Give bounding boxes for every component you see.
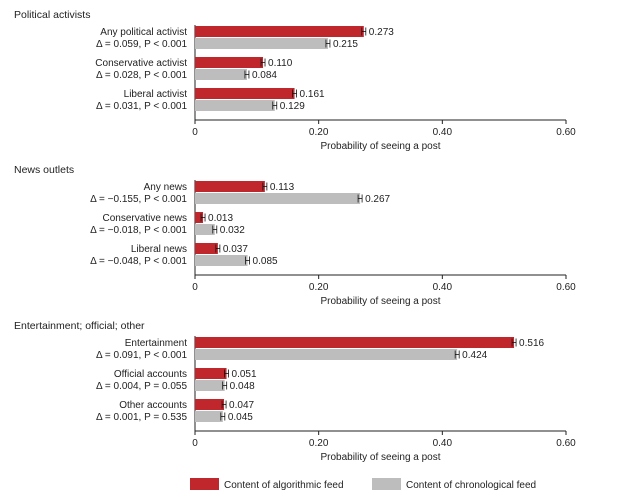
x-tick-label: 0 — [192, 438, 198, 449]
value-label-chronological: 0.048 — [230, 381, 255, 392]
bar-chronological — [195, 224, 215, 235]
x-tick-label: 0.20 — [309, 282, 329, 293]
stats-label: Δ = −0.155, P < 0.001 — [90, 194, 187, 205]
stats-label: Δ = −0.048, P < 0.001 — [90, 256, 187, 267]
x-tick-label: 0.60 — [556, 127, 576, 138]
category-label: Any news — [144, 182, 187, 193]
value-label-chronological: 0.045 — [228, 412, 253, 423]
value-label-algorithmic: 0.113 — [270, 182, 295, 193]
bar-chronological — [195, 255, 248, 266]
category-label: Other accounts — [119, 400, 187, 411]
value-label-chronological: 0.084 — [252, 70, 277, 81]
bar-algorithmic — [195, 337, 515, 348]
value-label-algorithmic: 0.013 — [208, 213, 233, 224]
bar-chronological — [195, 380, 225, 391]
legend-label-algorithmic: Content of algorithmic feed — [224, 480, 344, 491]
value-label-chronological: 0.129 — [280, 101, 305, 112]
value-label-algorithmic: 0.516 — [519, 338, 544, 349]
legend-swatch-algorithmic — [190, 478, 219, 490]
x-axis-title: Probability of seeing a post — [320, 296, 440, 307]
x-tick-label: 0.40 — [433, 127, 453, 138]
category-label: Liberal news — [131, 244, 187, 255]
bar-chronological — [195, 69, 247, 80]
bar-algorithmic — [195, 243, 218, 254]
panel-title: News outlets — [14, 164, 74, 176]
category-label: Liberal activist — [124, 89, 188, 100]
category-label: Any political activist — [100, 27, 187, 38]
stats-label: Δ = 0.028, P < 0.001 — [96, 70, 187, 81]
category-label: Conservative news — [103, 213, 187, 224]
bar-algorithmic — [195, 88, 295, 99]
category-label: Entertainment — [125, 338, 187, 349]
x-tick-label: 0.20 — [309, 127, 329, 138]
category-label: Conservative activist — [95, 58, 187, 69]
stats-label: Δ = 0.004, P = 0.055 — [96, 381, 187, 392]
bar-algorithmic — [195, 181, 265, 192]
stats-label: Δ = 0.091, P < 0.001 — [96, 350, 187, 361]
bar-algorithmic — [195, 368, 227, 379]
bar-algorithmic — [195, 57, 264, 68]
legend-swatch-chronological — [372, 478, 401, 490]
legend-label-chronological: Content of chronological feed — [406, 480, 536, 491]
value-label-algorithmic: 0.051 — [232, 369, 257, 380]
bar-algorithmic — [195, 399, 225, 410]
value-label-algorithmic: 0.161 — [300, 89, 325, 100]
bar-chronological — [195, 100, 275, 111]
value-label-algorithmic: 0.273 — [369, 27, 394, 38]
x-tick-label: 0 — [192, 282, 198, 293]
value-label-chronological: 0.085 — [253, 256, 278, 267]
x-tick-label: 0 — [192, 127, 198, 138]
value-label-algorithmic: 0.037 — [223, 244, 248, 255]
value-label-chronological: 0.424 — [462, 350, 487, 361]
value-label-chronological: 0.215 — [333, 39, 358, 50]
x-tick-label: 0.60 — [556, 438, 576, 449]
value-label-algorithmic: 0.110 — [268, 58, 293, 69]
bar-algorithmic — [195, 26, 364, 37]
stats-label: Δ = −0.018, P < 0.001 — [90, 225, 187, 236]
bar-chronological — [195, 411, 223, 422]
x-axis-title: Probability of seeing a post — [320, 452, 440, 463]
x-tick-label: 0.40 — [433, 282, 453, 293]
x-tick-label: 0.40 — [433, 438, 453, 449]
category-label: Official accounts — [114, 369, 187, 380]
bar-chronological — [195, 349, 458, 360]
panel-title: Political activists — [14, 9, 90, 21]
stats-label: Δ = 0.001, P = 0.535 — [96, 412, 187, 423]
value-label-chronological: 0.267 — [365, 194, 390, 205]
bar-chronological — [195, 193, 361, 204]
x-axis-title: Probability of seeing a post — [320, 141, 440, 152]
x-tick-label: 0.20 — [309, 438, 329, 449]
stats-label: Δ = 0.059, P < 0.001 — [96, 39, 187, 50]
bar-algorithmic — [195, 212, 204, 223]
panel-title: Entertainment; official; other — [14, 320, 145, 332]
bar-chronological — [195, 38, 328, 49]
stats-label: Δ = 0.031, P < 0.001 — [96, 101, 187, 112]
value-label-chronological: 0.032 — [220, 225, 245, 236]
value-label-algorithmic: 0.047 — [229, 400, 254, 411]
x-tick-label: 0.60 — [556, 282, 576, 293]
